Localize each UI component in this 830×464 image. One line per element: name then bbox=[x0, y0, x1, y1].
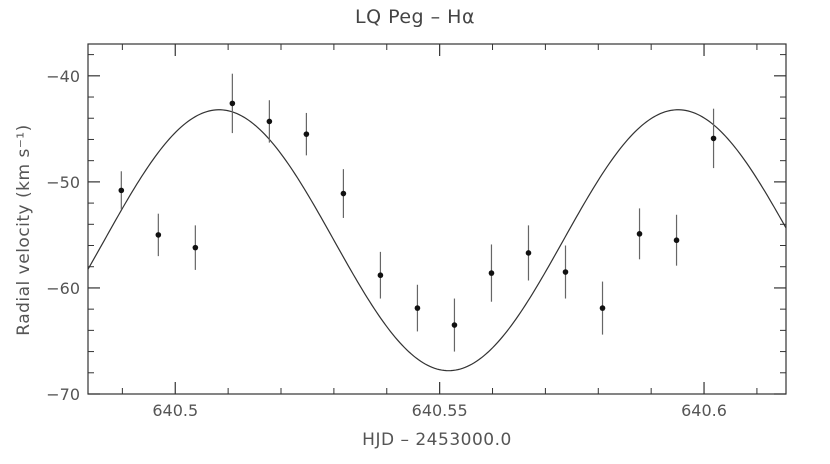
fit-curve bbox=[87, 109, 787, 372]
data-point bbox=[451, 322, 458, 328]
y-tick-label: −40 bbox=[46, 67, 80, 86]
data-point bbox=[488, 270, 495, 276]
data-point bbox=[266, 118, 273, 125]
data-point bbox=[229, 100, 236, 107]
data-point bbox=[377, 272, 384, 279]
y-tick-label: −60 bbox=[46, 279, 80, 298]
data-point bbox=[599, 305, 606, 311]
data-point bbox=[673, 237, 680, 244]
data-point bbox=[414, 305, 421, 311]
data-point bbox=[636, 231, 643, 237]
data-point bbox=[118, 187, 125, 194]
x-tick-label: 640.5 bbox=[152, 401, 198, 420]
data-point bbox=[340, 190, 347, 197]
data-point bbox=[710, 135, 717, 142]
y-axis-label: Radial velocity (km s⁻¹) bbox=[14, 124, 34, 336]
data-point bbox=[562, 269, 569, 275]
data-point bbox=[155, 232, 162, 238]
x-tick-label: 640.6 bbox=[681, 401, 727, 420]
data-point bbox=[303, 131, 310, 137]
x-tick-label: 640.55 bbox=[412, 401, 468, 420]
data-point bbox=[525, 250, 532, 256]
plot-frame bbox=[87, 43, 787, 395]
x-axis-label: HJD – 2453000.0 bbox=[362, 430, 512, 450]
y-tick-label: −50 bbox=[46, 173, 80, 192]
data-point bbox=[192, 244, 199, 251]
y-tick-label: −70 bbox=[46, 385, 80, 404]
chart-title: LQ Peg – Hα bbox=[354, 6, 475, 28]
